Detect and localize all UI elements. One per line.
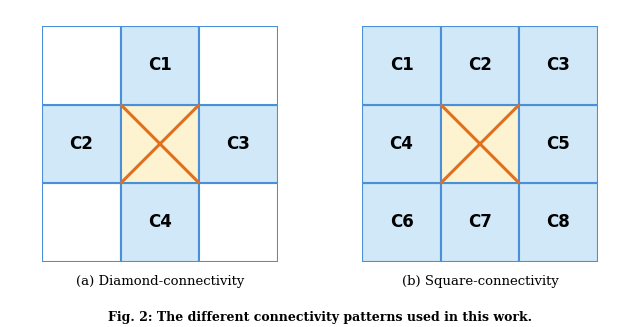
- Bar: [199, 105, 278, 183]
- Bar: [441, 26, 519, 105]
- Bar: [121, 105, 199, 183]
- Text: C4: C4: [148, 213, 172, 232]
- Bar: [519, 105, 598, 183]
- Text: C5: C5: [547, 135, 570, 153]
- Text: C8: C8: [547, 213, 570, 232]
- Text: C6: C6: [390, 213, 413, 232]
- Bar: [362, 183, 441, 262]
- Text: Fig. 2: The different connectivity patterns used in this work.: Fig. 2: The different connectivity patte…: [108, 311, 532, 324]
- Text: C3: C3: [547, 56, 570, 75]
- Bar: [362, 105, 441, 183]
- Bar: [519, 183, 598, 262]
- Text: C7: C7: [468, 213, 492, 232]
- Bar: [199, 183, 278, 262]
- Text: (b) Square-connectivity: (b) Square-connectivity: [401, 275, 559, 288]
- Text: C4: C4: [390, 135, 413, 153]
- Bar: [199, 26, 278, 105]
- Bar: [42, 183, 121, 262]
- Bar: [519, 26, 598, 105]
- Bar: [121, 26, 199, 105]
- Bar: [42, 105, 121, 183]
- Text: C2: C2: [70, 135, 93, 153]
- Bar: [441, 105, 519, 183]
- Text: C3: C3: [227, 135, 250, 153]
- Text: (a) Diamond-connectivity: (a) Diamond-connectivity: [76, 275, 244, 288]
- Text: C1: C1: [390, 56, 413, 75]
- Bar: [362, 26, 441, 105]
- Bar: [42, 26, 121, 105]
- Bar: [121, 183, 199, 262]
- Text: C1: C1: [148, 56, 172, 75]
- Bar: [441, 183, 519, 262]
- Text: C2: C2: [468, 56, 492, 75]
